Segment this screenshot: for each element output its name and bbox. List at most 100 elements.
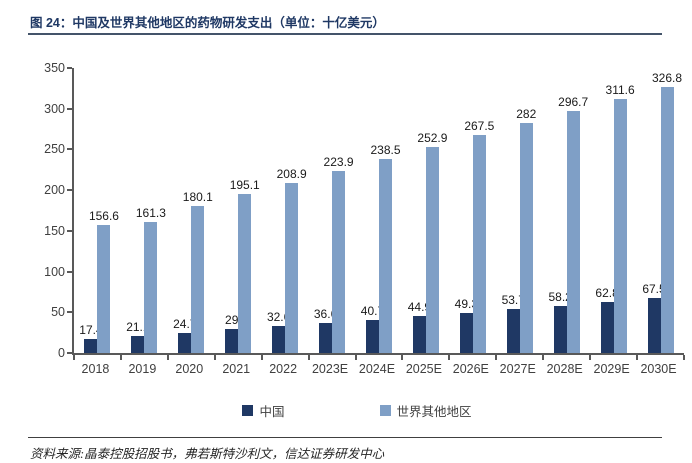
x-axis-labels: 2018 2019 2020 2021 2022 2023E 2024E 2025E 2026E… [72, 362, 682, 376]
bar-group-2027E: 53.7 282 [496, 68, 543, 353]
x-axis-label-2026E: 2026E [452, 362, 489, 376]
y-tick-label: 150 [44, 223, 65, 238]
china-bar-2029E: 62.8 [595, 286, 619, 353]
world-bar-2026E: 267.5 [464, 119, 494, 353]
x-tick-mark [401, 355, 404, 360]
y-tick-label: 50 [51, 305, 65, 320]
x-axis-label-2027E: 2027E [499, 362, 536, 376]
china-bar-2028E: 58.2 [548, 290, 572, 353]
world-bar-2021: 195.1 [230, 178, 260, 353]
china-bar-2025E: 44.9 [408, 300, 431, 353]
x-tick-mark [213, 355, 216, 360]
y-tick-label: 300 [44, 101, 65, 116]
x-tick-mark [683, 355, 685, 360]
x-axis-label-2029E: 2029E [593, 362, 630, 376]
data-label: 195.1 [229, 178, 260, 193]
plot-area: 0 50 100 150 200 250 300 350 17.4 156.6 21.1 161.3 2… [44, 61, 685, 360]
china-bar-2026E: 49.3 [455, 297, 478, 353]
y-tick-mark [67, 270, 72, 273]
china-bar-2019: 21.1 [126, 320, 150, 353]
data-label: 36.6 [313, 307, 338, 322]
data-label: 238.5 [370, 142, 401, 157]
legend-item: 中国 [242, 401, 285, 420]
bar-group-2018: 17.4 156.6 [74, 68, 121, 353]
x-axis-label-2019: 2019 [128, 362, 157, 376]
china-bar-2024E: 40.7 [361, 304, 384, 353]
bar-chart: 0 50 100 150 200 250 300 350 17.4 156.6 21.1 161.3 2… [32, 61, 685, 428]
x-axis-label-2021: 2021 [222, 362, 251, 376]
world-bar-2029E: 311.6 [606, 83, 635, 353]
y-tick-label: 250 [44, 142, 65, 157]
bar-group-2021: 29 195.1 [215, 68, 262, 353]
world-bar-2018: 156.6 [89, 209, 119, 353]
legend-item: 世界其他地区 [379, 401, 472, 420]
data-label: 62.8 [595, 285, 619, 300]
world-bar-2019: 161.3 [136, 206, 166, 353]
y-tick-label: 200 [44, 183, 65, 198]
bar-group-2029E: 62.8 311.6 [590, 68, 637, 353]
world-bar-2027E: 282 [516, 107, 536, 353]
data-label: 53.7 [501, 293, 525, 308]
x-axis-label-2025E: 2025E [405, 362, 442, 376]
x-tick-mark [589, 355, 592, 360]
data-label: 156.6 [88, 209, 119, 224]
legend-swatch-icon [242, 405, 254, 416]
x-tick-mark [636, 355, 639, 360]
legend-label: 中国 [259, 405, 285, 419]
data-label: 21.1 [126, 319, 150, 334]
data-label: 267.5 [464, 119, 495, 134]
data-label: 44.9 [407, 300, 432, 315]
data-label: 17.4 [79, 322, 103, 337]
world-bar-2023E: 223.9 [324, 155, 354, 353]
data-label: 223.9 [323, 154, 354, 169]
data-label: 32.6 [266, 310, 291, 325]
china-bar-2030E: 67.5 [642, 282, 666, 353]
figure-title: 图 24：中国及世界其他地区的药物研发支出（单位：十亿美元） [30, 16, 385, 30]
world-bar-2024E: 238.5 [370, 143, 401, 353]
y-tick-mark [67, 229, 72, 232]
x-axis-label-2018: 2018 [81, 362, 110, 376]
data-label: 296.7 [558, 95, 589, 110]
bar-group-2030E: 67.5 326.8 [637, 68, 684, 353]
x-tick-mark [354, 355, 357, 360]
x-axis-label-2030E: 2030E [640, 362, 677, 376]
x-tick-mark [73, 355, 75, 360]
data-label: 180.1 [182, 190, 213, 205]
data-label: 29 [225, 313, 239, 328]
china-bar-2018: 17.4 [79, 323, 103, 353]
bar-group-2020: 24.7 180.1 [168, 68, 215, 353]
x-tick-mark [448, 355, 451, 360]
bar-group-2028E: 58.2 296.7 [543, 68, 590, 353]
bar-group-2026E: 49.3 267.5 [449, 68, 496, 353]
world-bar-2020: 180.1 [183, 190, 213, 353]
x-axis-label-2022: 2022 [269, 362, 298, 376]
x-axis-label-2024E: 2024E [358, 362, 396, 376]
y-tick-mark [67, 189, 72, 192]
y-tick-mark [67, 148, 72, 151]
bar-group-2022: 32.6 208.9 [262, 68, 309, 353]
china-bar-2021: 29 [225, 313, 238, 353]
china-bar-2020: 24.7 [173, 317, 196, 353]
y-tick-label: 0 [58, 346, 65, 360]
world-bar-2030E: 326.8 [652, 71, 682, 353]
world-bar-2028E: 296.7 [558, 95, 588, 353]
y-tick-mark [67, 67, 72, 69]
data-label: 58.2 [548, 289, 572, 304]
data-label: 40.7 [360, 303, 385, 318]
footer-divider [28, 437, 662, 438]
bar-group-2023E: 36.6 223.9 [309, 68, 356, 353]
source-note: 资料来源:晶泰控股招股书，弗若斯特沙利文，信达证券研发中心 [30, 447, 385, 461]
china-bar-2022: 32.6 [267, 310, 290, 353]
world-bar-2025E: 252.9 [417, 131, 447, 353]
china-bar-2027E: 53.7 [502, 293, 525, 353]
y-tick-mark [67, 311, 72, 314]
data-label: 208.9 [276, 166, 307, 181]
x-tick-mark [495, 355, 498, 360]
x-tick-mark [166, 355, 169, 360]
x-axis-label-2020: 2020 [175, 362, 204, 376]
y-tick-mark [67, 107, 72, 110]
legend-swatch-icon [379, 405, 391, 416]
data-label: 282 [516, 107, 537, 122]
x-tick-mark [542, 355, 545, 360]
